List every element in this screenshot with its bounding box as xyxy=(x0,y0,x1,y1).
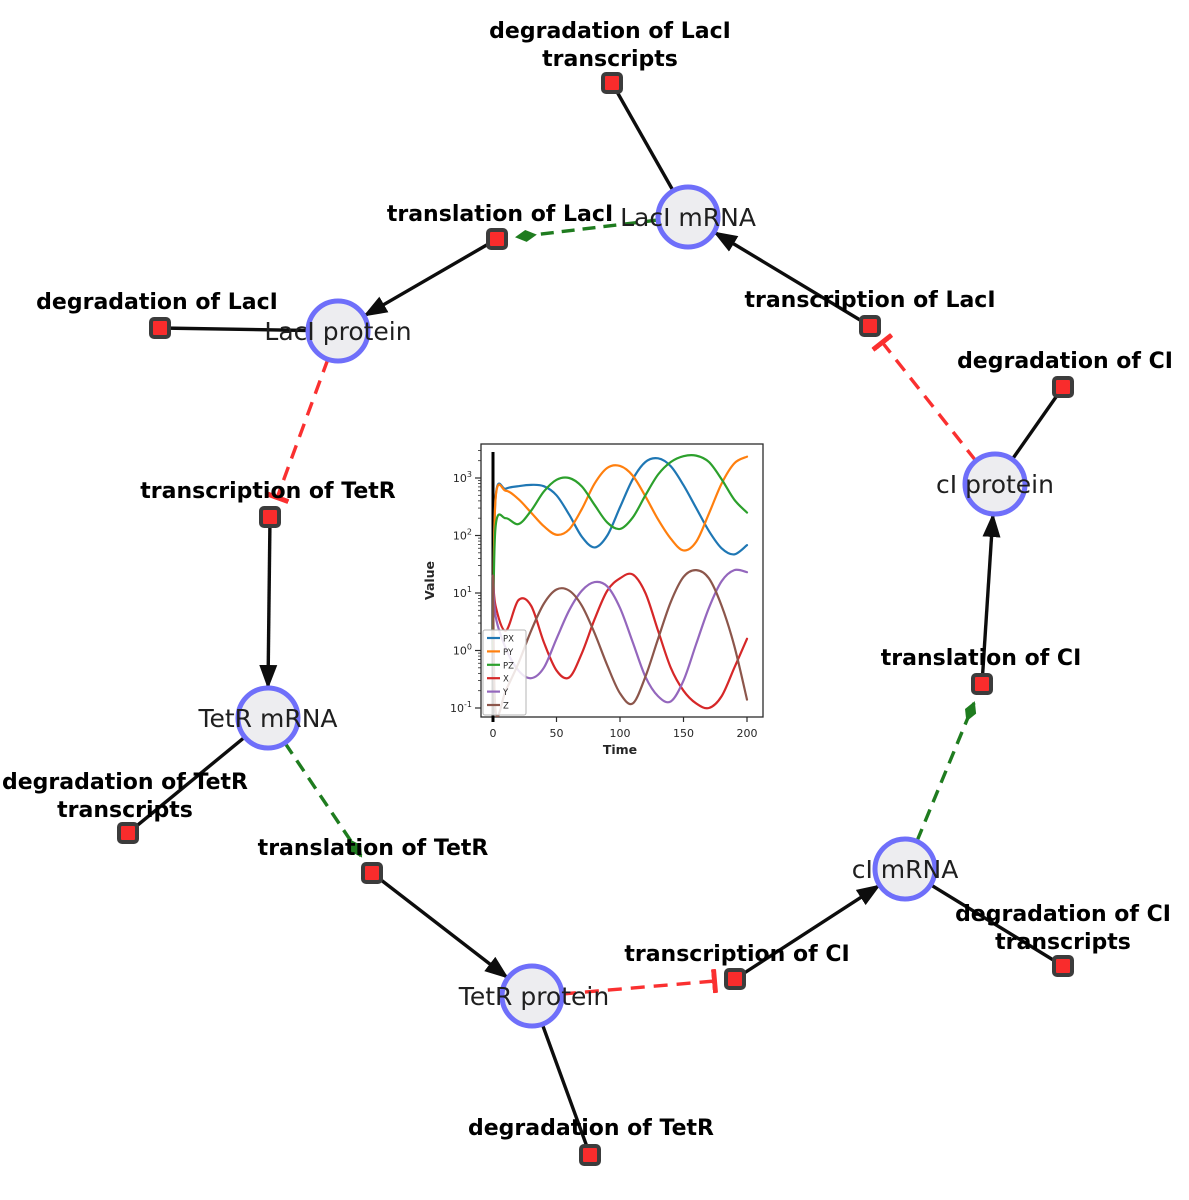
reaction-node-translation-of-laci[interactable] xyxy=(486,228,508,250)
species-label-laci-protein: LacI protein xyxy=(264,317,411,346)
reaction-label-translation-of-ci: translation of CI xyxy=(881,646,1082,671)
chart-x-tick-label: 0 xyxy=(490,727,497,740)
chart-y-tick-label: 10-1 xyxy=(450,700,472,715)
reaction-label-degradation-of-ci-transcripts-2: transcripts xyxy=(995,930,1131,955)
reaction-node-degradation-of-tetr[interactable] xyxy=(579,1144,601,1166)
chart-x-axis-title: Time xyxy=(603,742,637,757)
chart-x-tick-label: 200 xyxy=(737,727,758,740)
reaction-label-degradation-of-tetr: degradation of TetR xyxy=(468,1116,714,1141)
chart-plot-box xyxy=(480,443,764,718)
reaction-node-transcription-of-laci[interactable] xyxy=(859,315,881,337)
species-node-laci-protein[interactable] xyxy=(305,298,371,364)
chart-legend-label-Y: Y xyxy=(502,688,509,698)
chart-series-PZ xyxy=(491,453,749,652)
reaction-node-transcription-of-ci[interactable] xyxy=(724,968,746,990)
reaction-label-degradation-of-tetr-transcripts-1: degradation of TetR xyxy=(2,770,248,795)
reaction-label-degradation-of-laci-transcripts-2: transcripts xyxy=(542,47,678,72)
reaction-node-degradation-of-tetr-transcripts[interactable] xyxy=(117,822,139,844)
chart-y-axis-title: Value xyxy=(422,561,437,600)
chart-legend-label-PY: PY xyxy=(503,648,514,658)
species-node-tetr-mrna[interactable] xyxy=(235,685,301,751)
chart-series-PY xyxy=(491,455,749,652)
reaction-label-degradation-of-laci-transcripts-1: degradation of LacI xyxy=(489,19,731,44)
edge-transcription-of-laci-to-laci-mrna[interactable] xyxy=(713,230,871,328)
edge-tetr-mrna-to-translation-of-tetr[interactable] xyxy=(283,742,363,858)
edge-ci-mrna-to-translation-of-ci[interactable] xyxy=(915,701,977,842)
edge-translation-of-ci-to-ci-protein[interactable] xyxy=(980,513,1001,685)
edge-laci-mrna-to-translation-of-laci[interactable] xyxy=(515,218,659,242)
species-node-laci-mrna[interactable] xyxy=(655,184,721,250)
chart-series-layer xyxy=(491,453,749,717)
chart-legend-label-PX: PX xyxy=(503,635,514,645)
species-label-tetr-protein: TetR protein xyxy=(458,982,609,1011)
chart-y-tick-label: 103 xyxy=(453,470,472,485)
chart-y-tick-label: 100 xyxy=(453,643,472,658)
species-label-ci-mrna: cI mRNA xyxy=(852,855,959,884)
chart-series-PX xyxy=(491,456,749,652)
reaction-label-transcription-of-ci: transcription of CI xyxy=(624,942,849,967)
reaction-label-translation-of-tetr: translation of TetR xyxy=(258,836,489,861)
chart-x-tick-label: 150 xyxy=(673,727,694,740)
reaction-node-degradation-of-ci[interactable] xyxy=(1052,376,1074,398)
chart-series-X xyxy=(491,572,749,710)
edge-translation-of-tetr-to-tetr-protein[interactable] xyxy=(370,871,510,980)
reaction-label-transcription-of-laci: transcription of LacI xyxy=(744,288,995,313)
reaction-label-transcription-of-tetr: transcription of TetR xyxy=(140,479,396,504)
chart-legend-label-Z: Z xyxy=(503,702,509,712)
chart-y-tick-label: 101 xyxy=(453,585,472,600)
label-layer: LacI mRNA LacI protein cI protein TetR m… xyxy=(2,19,1173,1141)
edge-ci-protein-inhibits-transcription-of-laci[interactable] xyxy=(871,333,978,463)
edge-tetr-protein-inhibits-transcription-of-ci[interactable] xyxy=(561,968,718,996)
species-label-tetr-mrna: TetR mRNA xyxy=(197,704,337,733)
reaction-label-degradation-of-laci: degradation of LacI xyxy=(36,290,278,315)
reaction-label-translation-of-laci: translation of LacI xyxy=(387,202,613,227)
reaction-node-transcription-of-tetr[interactable] xyxy=(259,506,281,528)
species-label-ci-protein: cI protein xyxy=(936,470,1054,499)
node-layer xyxy=(117,72,1074,1166)
edge-transcription-of-ci-to-ci-mrna[interactable] xyxy=(734,883,881,981)
reaction-node-translation-of-tetr[interactable] xyxy=(361,862,383,884)
reaction-label-degradation-of-ci-transcripts-1: degradation of CI xyxy=(955,902,1171,927)
reaction-node-translation-of-ci[interactable] xyxy=(971,673,993,695)
species-label-laci-mrna: LacI mRNA xyxy=(620,203,756,232)
chart-x-tick-label: 100 xyxy=(610,727,631,740)
chart-legend-label-PZ: PZ xyxy=(503,661,514,671)
reaction-label-degradation-of-tetr-transcripts-2: transcripts xyxy=(57,798,193,823)
reaction-node-degradation-of-laci-transcripts[interactable] xyxy=(601,72,623,94)
species-node-ci-mrna[interactable] xyxy=(872,836,938,902)
chart-legend: PX PY PZ XYZ xyxy=(482,629,527,716)
edge-laci-protein-inhibits-transcription-of-tetr[interactable] xyxy=(265,358,330,504)
reaction-node-degradation-of-laci[interactable] xyxy=(149,317,171,339)
edge-transcription-of-tetr-to-tetr-mrna[interactable] xyxy=(259,516,278,689)
reaction-node-degradation-of-ci-transcripts[interactable] xyxy=(1052,955,1074,977)
species-node-tetr-protein[interactable] xyxy=(499,963,565,1029)
chart-x-tick-label: 50 xyxy=(550,727,564,740)
edge-translation-of-laci-to-laci-protein[interactable] xyxy=(363,237,498,318)
chart-y-tick-label: 102 xyxy=(453,528,472,543)
species-node-ci-protein[interactable] xyxy=(962,451,1028,517)
reaction-label-degradation-of-ci: degradation of CI xyxy=(957,349,1173,374)
chart-legend-label-X: X xyxy=(503,675,509,685)
